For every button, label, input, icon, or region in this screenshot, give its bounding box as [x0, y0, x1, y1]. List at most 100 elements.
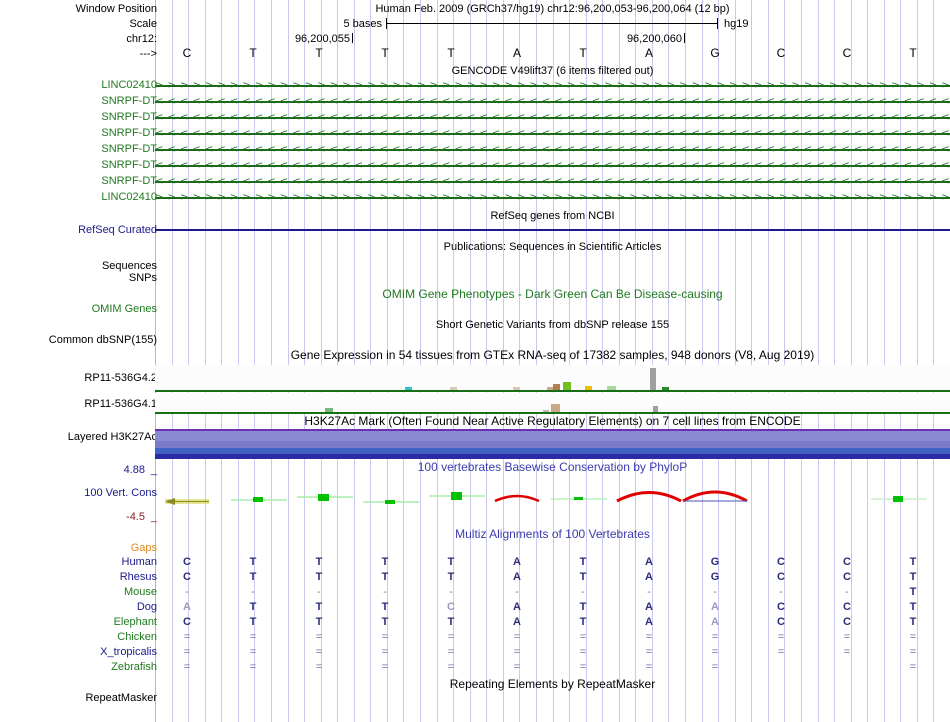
alignment-base: T	[315, 556, 323, 568]
cons-bar-7	[551, 497, 607, 500]
gene-track-row[interactable]: <<<<<<<<<<<<<<<<<<<<<<<<<<<<<<<<<<<<<<<<…	[155, 96, 950, 108]
alignment-base: C	[777, 601, 785, 613]
alignment-row-chicken[interactable]: = = = = = = = = = = = =	[155, 631, 950, 644]
dbsnp-caption: Short Genetic Variants from dbSNP releas…	[435, 319, 670, 331]
gtex-tissue-bar	[513, 387, 520, 390]
gene-track-row[interactable]: >>>>>>>>>>>>>>>>>>>>>>>>>>>>>>>>>>>>>>>>…	[155, 80, 950, 92]
alignment-base: =	[645, 631, 653, 643]
gene-body-line	[155, 197, 950, 199]
alignment-row-zebrafish[interactable]: = = = = = = = = = =	[155, 661, 950, 674]
phylop-conservation-chart[interactable]	[155, 478, 950, 518]
alignment-base: A	[513, 616, 521, 628]
gtex-expression-panel-1[interactable]	[155, 365, 950, 392]
gtex-row-label-1[interactable]: RP11-536G4.2	[84, 372, 157, 384]
alignment-base: A	[711, 616, 719, 628]
alignment-base: -	[779, 586, 783, 598]
alignment-base: T	[909, 616, 917, 628]
gtex-expression-panel-2[interactable]	[155, 393, 950, 414]
gene-label-snrpf-dt[interactable]: SNRPF-DT	[101, 143, 157, 155]
chrom-label: chr12:	[126, 33, 157, 45]
repeatmasker-label[interactable]: RepeatMasker	[85, 692, 157, 704]
alignment-row-x_tropicalis[interactable]: = = = = = = = = = = = =	[155, 646, 950, 659]
alignment-base: -	[515, 586, 519, 598]
sequence-base: T	[315, 46, 323, 60]
alignment-base: A	[513, 556, 521, 568]
gene-track-row[interactable]: <<<<<<<<<<<<<<<<<<<<<<<<<<<<<<<<<<<<<<<<…	[155, 144, 950, 156]
species-label-human[interactable]: Human	[121, 556, 157, 568]
common-dbsnp-label[interactable]: Common dbSNP(155)	[48, 334, 157, 346]
gene-track-row[interactable]: <<<<<<<<<<<<<<<<<<<<<<<<<<<<<<<<<<<<<<<<…	[155, 176, 950, 188]
h3k27ac-signal[interactable]	[155, 429, 950, 459]
alignment-row-mouse[interactable]: -----------T	[155, 586, 950, 599]
species-label-mouse[interactable]: Mouse	[123, 586, 157, 598]
alignment-base: C	[777, 571, 785, 583]
gene-label-snrpf-dt[interactable]: SNRPF-DT	[101, 159, 157, 171]
gene-label-snrpf-dt[interactable]: SNRPF-DT	[101, 175, 157, 187]
gene-label-linc02410[interactable]: LINC02410	[101, 191, 157, 203]
cons-bar-2	[231, 497, 287, 502]
gaps-label[interactable]: Gaps	[130, 542, 157, 554]
cons-bar-4	[363, 500, 419, 504]
gene-label-snrpf-dt[interactable]: SNRPF-DT	[101, 111, 157, 123]
alignment-base: T	[909, 556, 917, 568]
layered-h3k27ac-label[interactable]: Layered H3K27Ac	[67, 431, 157, 443]
gene-body-line	[155, 149, 950, 151]
alignment-base: =	[183, 646, 191, 658]
publications-sequences-label[interactable]: Sequences	[101, 260, 157, 272]
omim-genes-label[interactable]: OMIM Genes	[91, 303, 157, 315]
refseq-curated-label[interactable]: RefSeq Curated	[78, 224, 157, 236]
alignment-base: =	[777, 631, 785, 643]
alignment-base: T	[909, 601, 917, 613]
alignment-base: C	[843, 616, 851, 628]
sequence-base: G	[710, 46, 720, 60]
gene-body-line	[155, 165, 950, 167]
conservation-label[interactable]: 100 Vert. Cons	[84, 487, 157, 499]
alignment-base: T	[381, 601, 389, 613]
alignment-base: =	[909, 661, 917, 673]
gene-track-row[interactable]: <<<<<<<<<<<<<<<<<<<<<<<<<<<<<<<<<<<<<<<<…	[155, 112, 950, 124]
gene-label-snrpf-dt[interactable]: SNRPF-DT	[101, 95, 157, 107]
alignment-base: T	[579, 616, 587, 628]
alignment-base: C	[447, 601, 455, 613]
gene-track-row[interactable]: >>>>>>>>>>>>>>>>>>>>>>>>>>>>>>>>>>>>>>>>…	[155, 192, 950, 204]
species-label-elephant[interactable]: Elephant	[113, 616, 157, 628]
gene-strand-arrows: <<<<<<<<<<<<<<<<<<<<<<<<<<<<<<<<<<<<<<<<…	[155, 128, 950, 139]
assembly-label: hg19	[724, 18, 749, 30]
gtex-tissue-bar	[405, 387, 412, 390]
cons-bar-5	[429, 492, 485, 500]
species-label-x_tropicalis[interactable]: X_tropicalis	[100, 646, 157, 658]
ruler-tick-mark	[352, 33, 353, 43]
publications-caption: Publications: Sequences in Scientific Ar…	[443, 241, 662, 253]
alignment-base: T	[381, 616, 389, 628]
species-label-zebrafish[interactable]: Zebrafish	[111, 661, 157, 673]
left-boundary-marker	[155, 0, 156, 722]
publications-snps-label[interactable]: SNPs	[128, 272, 157, 284]
gene-label-linc02410[interactable]: LINC02410	[101, 79, 157, 91]
cons-peak-9	[682, 490, 748, 503]
gene-track-row[interactable]: <<<<<<<<<<<<<<<<<<<<<<<<<<<<<<<<<<<<<<<<…	[155, 128, 950, 140]
alignment-base: T	[315, 571, 323, 583]
gene-label-snrpf-dt[interactable]: SNRPF-DT	[101, 127, 157, 139]
sequence-base: C	[182, 46, 192, 60]
gene-track-row[interactable]: <<<<<<<<<<<<<<<<<<<<<<<<<<<<<<<<<<<<<<<<…	[155, 160, 950, 172]
alignment-base: =	[315, 631, 323, 643]
alignment-base: =	[711, 631, 719, 643]
species-label-dog[interactable]: Dog	[136, 601, 157, 613]
gtex-row-label-2[interactable]: RP11-536G4.1	[84, 398, 157, 410]
species-label-chicken[interactable]: Chicken	[117, 631, 157, 643]
refseq-gene-line[interactable]	[155, 229, 950, 231]
conservation-min-value: -4.5	[126, 511, 145, 523]
cons-peak-8	[616, 491, 682, 503]
sequence-base: T	[579, 46, 587, 60]
alignment-base: T	[447, 571, 455, 583]
species-label-rhesus[interactable]: Rhesus	[119, 571, 157, 583]
alignment-base: A	[513, 571, 521, 583]
omim-caption: OMIM Gene Phenotypes - Dark Green Can Be…	[382, 287, 723, 301]
alignment-base: =	[183, 661, 191, 673]
